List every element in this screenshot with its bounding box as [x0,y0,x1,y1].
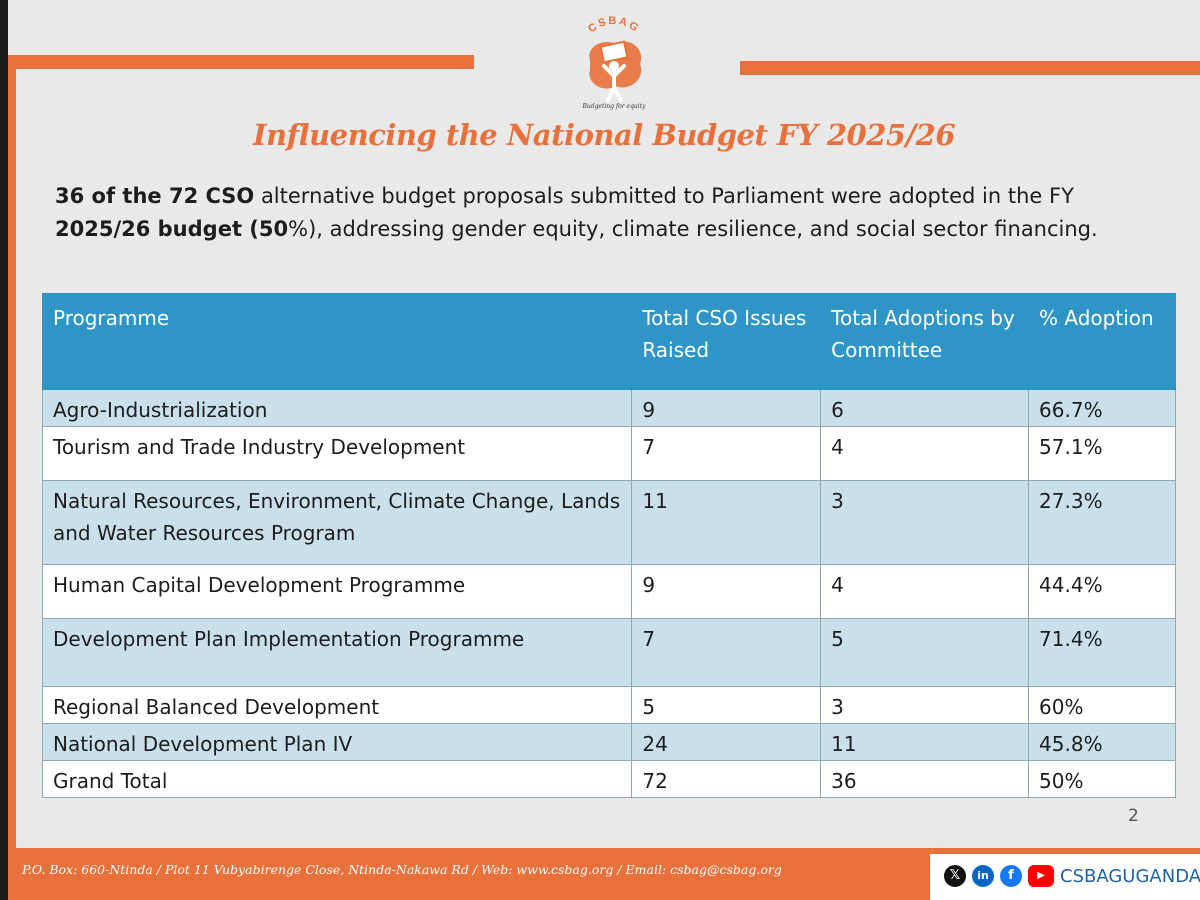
cell-raised: 7 [631,618,822,687]
cell-raised: 7 [631,426,822,481]
intro-bold-1: 36 of the 72 CSO [55,184,255,208]
table-row: Development Plan Implementation Programm… [41,618,1176,687]
cell-adopted: 4 [820,426,1030,481]
intro-paragraph: 36 of the 72 CSO alternative budget prop… [55,180,1175,246]
slide-title: Influencing the National Budget FY 2025/… [252,118,956,152]
social-links: 𝕏 in f ▶ CSBAGUGANDA [930,854,1200,900]
table-row: Human Capital Development Programme 9 4 … [41,564,1176,619]
cell-adopted: 3 [820,686,1030,724]
social-handle[interactable]: CSBAGUGANDA [1060,866,1200,887]
cell-pct: 57.1% [1028,426,1176,481]
cell-programme: Human Capital Development Programme [41,564,633,619]
cell-adopted: 36 [820,760,1030,798]
cell-programme: Grand Total [41,760,633,798]
table-row: Tourism and Trade Industry Development 7… [41,426,1176,481]
page-number: 2 [1128,806,1139,826]
table-row-grand-total: Grand Total 72 36 50% [41,760,1176,798]
left-orange-border [8,55,16,900]
intro-bold-2: 2025/26 budget (50 [55,217,289,241]
facebook-icon[interactable]: f [1000,865,1022,887]
cell-raised: 5 [631,686,822,724]
cell-programme: National Development Plan IV [41,723,633,761]
cell-pct: 60% [1028,686,1176,724]
top-left-orange-bar [8,55,474,69]
cell-raised: 24 [631,723,822,761]
svg-text:CSBAG: CSBAG [586,15,642,35]
table-row: Regional Balanced Development 5 3 60% [41,686,1176,724]
cell-pct: 50% [1028,760,1176,798]
header-issues-raised: Total CSO Issues Raised [631,293,822,390]
footer-address: P.O. Box: 660-Ntinda / Plot 11 Vubyabire… [22,862,782,877]
cell-raised: 9 [631,564,822,619]
cell-programme: Tourism and Trade Industry Development [41,426,633,481]
x-icon[interactable]: 𝕏 [944,865,966,887]
cell-raised: 9 [631,389,822,427]
table-row: Natural Resources, Environment, Climate … [41,480,1176,565]
cell-adopted: 5 [820,618,1030,687]
table-header-row: Programme Total CSO Issues Raised Total … [41,293,1176,390]
table-row: National Development Plan IV 24 11 45.8% [41,723,1176,761]
cell-programme: Regional Balanced Development [41,686,633,724]
table-row: Agro-Industrialization 9 6 66.7% [41,389,1176,427]
intro-text-2: %), addressing gender equity, climate re… [288,217,1098,241]
logo-name: CSBAG [586,15,640,35]
cell-pct: 45.8% [1028,723,1176,761]
cell-adopted: 6 [820,389,1030,427]
header-pct-adoption: % Adoption [1028,293,1176,390]
cell-pct: 71.4% [1028,618,1176,687]
cell-programme: Development Plan Implementation Programm… [41,618,633,687]
cell-raised: 72 [631,760,822,798]
logo-tagline: Budgeting for equity [581,103,646,110]
cell-pct: 27.3% [1028,480,1176,565]
linkedin-icon[interactable]: in [972,865,994,887]
header-adoptions: Total Adoptions by Committee [820,293,1030,390]
cell-adopted: 11 [820,723,1030,761]
cell-adopted: 4 [820,564,1030,619]
cell-raised: 11 [631,480,822,565]
csbag-logo: CSBAG Budgeting for equity [581,15,646,110]
cell-adopted: 3 [820,480,1030,565]
cell-pct: 66.7% [1028,389,1176,427]
cell-pct: 44.4% [1028,564,1176,619]
top-right-orange-bar [740,61,1200,75]
cell-programme: Agro-Industrialization [41,389,633,427]
cell-programme: Natural Resources, Environment, Climate … [41,480,633,565]
intro-text-1: alternative budget proposals submitted t… [254,184,1074,208]
slide: CSBAG Budgeting for equity Influencing t… [8,0,1200,900]
adoption-table: Programme Total CSO Issues Raised Total … [41,293,1176,798]
youtube-icon[interactable]: ▶ [1028,865,1054,887]
header-programme: Programme [41,293,633,390]
